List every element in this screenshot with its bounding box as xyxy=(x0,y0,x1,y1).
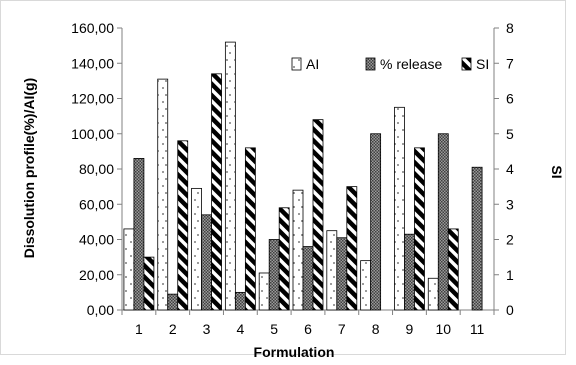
legend-label: AI xyxy=(306,56,319,72)
bar--release xyxy=(133,158,145,311)
y-axis-title-left: Dissolution profile(%)/AI(g) xyxy=(21,78,37,258)
y-tick-left-label: 20,00 xyxy=(79,267,114,283)
x-tick-label: 8 xyxy=(372,321,380,337)
x-tick-label: 4 xyxy=(236,321,244,337)
bar--release xyxy=(234,291,246,311)
legend-swatch xyxy=(461,57,472,71)
legend-label: SI xyxy=(476,56,489,72)
bar--release xyxy=(167,293,179,311)
bar--release xyxy=(437,133,449,311)
legend-swatch xyxy=(291,57,302,71)
bar--release xyxy=(268,239,280,311)
y-tick-right-label: 1 xyxy=(506,267,514,283)
y-tick-left-label: 60,00 xyxy=(79,196,114,212)
x-tick-label: 5 xyxy=(270,321,278,337)
bar-ai xyxy=(258,272,270,311)
bar-ai xyxy=(427,277,439,311)
y-tick-right-label: 0 xyxy=(506,302,514,318)
x-tick-label: 6 xyxy=(304,321,312,337)
bar-si xyxy=(346,186,358,311)
y-tick-left-label: 140,00 xyxy=(71,55,114,71)
legend: AI % release SI xyxy=(291,56,489,72)
bar-ai xyxy=(123,228,135,311)
bar-si xyxy=(177,140,189,311)
y-tick-right-label: 3 xyxy=(506,196,514,212)
bar--release xyxy=(336,237,348,311)
bar-ai xyxy=(292,189,304,311)
bar-si xyxy=(278,207,290,311)
bar--release xyxy=(471,166,483,311)
bar-ai xyxy=(157,78,169,311)
y-tick-right-label: 6 xyxy=(506,91,514,107)
x-tick-label: 7 xyxy=(338,321,346,337)
bar-si xyxy=(244,147,256,311)
y-tick-right-label: 5 xyxy=(506,126,514,142)
y-tick-left-label: 0,00 xyxy=(87,302,114,318)
bar--release xyxy=(302,246,314,311)
bar-si xyxy=(447,228,459,311)
x-tick-label: 3 xyxy=(203,321,211,337)
bar-ai xyxy=(326,230,338,311)
bar-si xyxy=(414,147,425,311)
y-tick-left-label: 40,00 xyxy=(79,232,114,248)
x-tick-label: 2 xyxy=(169,321,177,337)
chart-frame xyxy=(0,0,566,355)
x-axis-title: Formulation xyxy=(254,344,335,360)
bar--release xyxy=(370,133,382,311)
plot-area: 0,00 20,00 40,00 60,00 80,00 100,00 120,00 140,… xyxy=(71,20,514,337)
bar-ai xyxy=(360,260,372,311)
x-tick-label: 10 xyxy=(435,321,451,337)
y-tick-left-label: 120,00 xyxy=(71,91,114,107)
bar-si xyxy=(211,73,222,311)
legend-swatch xyxy=(365,57,376,71)
y-tick-right-label: 8 xyxy=(506,20,514,36)
x-tick-label: 11 xyxy=(470,321,485,337)
y-axis-title-right: SI xyxy=(549,165,565,178)
y-tick-right-label: 2 xyxy=(506,232,514,248)
y-tick-left-label: 80,00 xyxy=(79,161,114,177)
bar--release xyxy=(201,214,212,311)
y-tick-right-label: 4 xyxy=(506,161,514,177)
bar-si xyxy=(312,119,324,311)
bar-ai xyxy=(394,106,405,311)
bar-si xyxy=(143,256,155,311)
x-tick-label: 9 xyxy=(406,321,414,337)
legend-label: % release xyxy=(380,56,442,72)
bar-ai xyxy=(191,187,202,311)
bar--release xyxy=(404,233,415,311)
bar-ai xyxy=(224,41,236,311)
y-tick-left-label: 100,00 xyxy=(71,126,114,142)
y-tick-right-label: 7 xyxy=(506,55,514,71)
x-tick-label: 1 xyxy=(135,321,143,337)
y-tick-left-label: 160,00 xyxy=(71,20,114,36)
